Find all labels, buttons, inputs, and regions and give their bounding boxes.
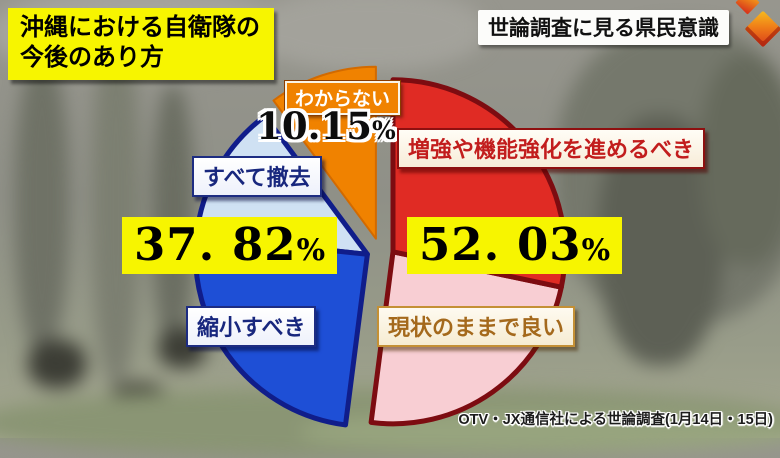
headline-line-1: 沖縄における自衛隊の xyxy=(20,14,260,41)
percent-reduce-group: 37. 82% xyxy=(122,217,338,275)
background-blob xyxy=(92,25,140,385)
background-blob xyxy=(28,340,86,388)
percent-strengthen-group: 52. 03% xyxy=(407,217,623,275)
slice-label-tekkyo: すべて撤去 xyxy=(192,156,322,197)
logo-diamond-main xyxy=(744,10,780,48)
percent-sign: % xyxy=(372,116,396,145)
slice-label-shukusho: 縮小すべき xyxy=(186,306,317,347)
background-blob xyxy=(15,55,69,355)
slice-label-zokyo: 増強や機能強化を進めるべき xyxy=(397,128,706,169)
percent-reduce-value: 37. 82 xyxy=(134,218,297,271)
percent-strengthen-value: 52. 03 xyxy=(419,218,582,271)
percent-sign: % xyxy=(296,233,326,268)
slice-label-genjo: 現状のままで良い xyxy=(377,306,576,347)
background-blob xyxy=(700,55,780,265)
headline-line-2: 今後のあり方 xyxy=(20,44,164,72)
percent-sign: % xyxy=(581,233,611,268)
percent-wakaranai: 10.15% xyxy=(246,104,406,148)
topic-badge: 世論調査に見る県民意識 xyxy=(478,10,729,45)
logo-diamond-small xyxy=(735,0,760,15)
headline-title: 沖縄における自衛隊の 今後のあり方 xyxy=(8,8,274,80)
station-logo-icon xyxy=(735,0,780,48)
slice-label-wakaranai: わからない xyxy=(285,81,401,115)
source-caption: OTV・JX通信社による世論調査(1月14日・15日) xyxy=(458,412,773,428)
percent-wakaranai-value: 10.15 xyxy=(256,104,373,148)
background-blob xyxy=(255,0,485,70)
